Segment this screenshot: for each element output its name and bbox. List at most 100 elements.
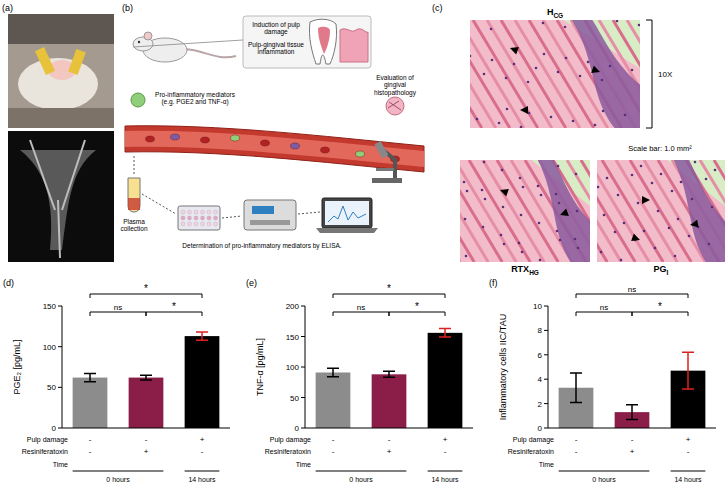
nucleus — [513, 63, 516, 66]
significance-bracket — [146, 312, 202, 316]
nucleus — [465, 255, 468, 258]
photo-dark — [8, 14, 114, 44]
plate-well — [188, 222, 192, 226]
blood-cell — [231, 135, 240, 141]
nucleus — [490, 28, 493, 31]
bar — [428, 333, 463, 428]
tissue-bg — [470, 20, 640, 128]
x-axis-line — [62, 428, 230, 429]
condition-mark: - — [388, 435, 391, 444]
plate-well — [207, 210, 211, 214]
nucleus — [483, 161, 486, 164]
microscope-base — [372, 178, 402, 183]
blood-cell — [291, 143, 300, 149]
significance-label: * — [387, 283, 391, 294]
y-tick-label: 10 — [533, 302, 542, 311]
panel-letter: (b) — [122, 3, 133, 13]
nucleus — [674, 255, 677, 258]
y-tick-label: 0 — [52, 424, 57, 433]
panel-letter: (f) — [489, 278, 498, 288]
muscle-fiber — [487, 20, 552, 128]
text-line: Evaluation of — [376, 74, 414, 81]
nucleus — [594, 124, 597, 127]
histology-image — [597, 160, 725, 262]
y-axis-title: TNF-α [pg/mL] — [255, 338, 265, 396]
clip-yellow — [68, 49, 86, 75]
nucleus — [576, 210, 579, 213]
significance-label: * — [144, 283, 148, 294]
condition-name: Pulp damage — [27, 436, 68, 444]
plate-well — [207, 222, 211, 226]
schematic-label: Plasmacollection — [120, 218, 147, 232]
nucleus — [550, 116, 553, 119]
nucleus — [518, 242, 521, 245]
error-bar — [84, 374, 96, 382]
nucleus — [538, 222, 541, 225]
label-sub: I — [667, 269, 669, 276]
image-label: RTXHG — [511, 264, 539, 276]
plate-well — [181, 216, 185, 220]
magnification: 10X — [658, 70, 673, 79]
plate-well — [188, 210, 192, 214]
time-label: 14 hours — [674, 476, 702, 483]
nucleus — [668, 227, 671, 230]
y-tick — [58, 387, 62, 388]
epithelium — [538, 160, 590, 262]
photo-table — [8, 108, 114, 128]
blood-cell — [321, 147, 330, 153]
schematic-label: Evaluation ofgingivalhistopathology — [374, 74, 417, 97]
y-tick — [544, 330, 548, 331]
significance-bracket — [576, 294, 688, 298]
time-label: 0 hours — [106, 476, 130, 483]
nucleus — [654, 247, 657, 250]
nucleus — [575, 173, 578, 176]
arrow-line — [134, 156, 135, 176]
y-tick — [544, 379, 548, 380]
vessel-lumen — [125, 131, 424, 167]
nucleus — [470, 55, 471, 58]
tissue-bg — [597, 160, 725, 262]
x-axis-line — [305, 428, 473, 429]
blood-cell — [201, 137, 210, 143]
nucleus — [535, 67, 538, 70]
nucleus — [481, 189, 484, 192]
nucleus — [484, 198, 487, 201]
reader-screen — [252, 206, 274, 214]
plate-well — [201, 210, 205, 214]
scale-bar-label: Scale bar: 1.0 mm² — [628, 144, 692, 153]
nucleus — [476, 118, 479, 121]
significance-bracket — [576, 312, 632, 316]
nucleus — [614, 231, 617, 234]
y-tick-label: 6 — [538, 351, 543, 360]
nucleus — [617, 194, 620, 197]
significance-label: ns — [600, 303, 608, 312]
blood-vessel — [125, 126, 424, 172]
time-span — [428, 471, 463, 472]
nucleus — [705, 178, 708, 181]
arrowhead — [559, 209, 569, 219]
nucleus — [624, 114, 627, 117]
schematic-label: Pulp-gingival tissueinflammation — [248, 41, 304, 55]
nucleus — [577, 247, 580, 250]
nucleus — [587, 61, 590, 64]
nucleus — [503, 243, 506, 246]
nucleus — [527, 81, 530, 84]
nucleus — [643, 230, 646, 233]
y-tick-label: 0 — [295, 424, 300, 433]
y-tick — [58, 346, 62, 347]
nucleus — [631, 174, 634, 177]
significance-bracket — [90, 312, 146, 316]
time-span — [671, 471, 706, 472]
nucleus — [543, 53, 546, 56]
y-tick — [301, 336, 305, 337]
plot-area — [316, 329, 463, 428]
nucleus — [688, 235, 691, 238]
nucleus — [558, 202, 561, 205]
nucleus — [574, 238, 577, 241]
text-line: Plasma — [123, 218, 145, 225]
nucleus — [539, 259, 542, 262]
blood-cell — [146, 136, 155, 142]
figure: (a)(b)Induction of pulpdamagePulp-gingiv… — [0, 0, 728, 496]
significance-label: * — [172, 301, 176, 312]
y-tick-label: 50 — [290, 394, 299, 403]
